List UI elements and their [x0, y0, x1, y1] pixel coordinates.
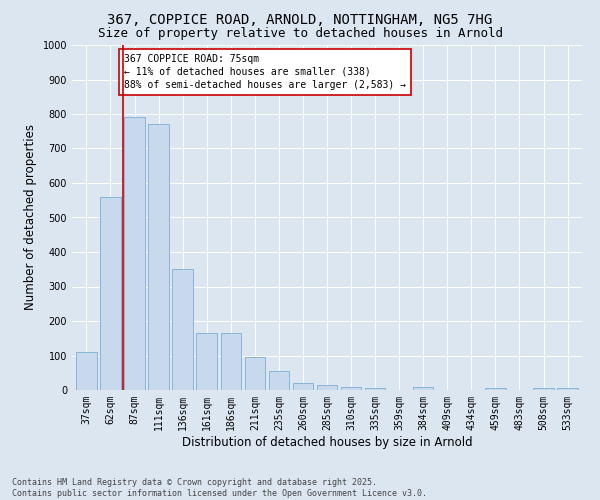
- Bar: [124, 118, 145, 390]
- X-axis label: Distribution of detached houses by size in Arnold: Distribution of detached houses by size …: [182, 436, 472, 448]
- Bar: [172, 269, 193, 390]
- Bar: [100, 197, 121, 390]
- Bar: [557, 388, 578, 390]
- Text: 367, COPPICE ROAD, ARNOLD, NOTTINGHAM, NG5 7HG: 367, COPPICE ROAD, ARNOLD, NOTTINGHAM, N…: [107, 12, 493, 26]
- Bar: [76, 352, 97, 390]
- Text: Contains HM Land Registry data © Crown copyright and database right 2025.
Contai: Contains HM Land Registry data © Crown c…: [12, 478, 427, 498]
- Bar: [413, 387, 433, 390]
- Bar: [485, 388, 506, 390]
- Bar: [533, 388, 554, 390]
- Bar: [341, 386, 361, 390]
- Text: 367 COPPICE ROAD: 75sqm
← 11% of detached houses are smaller (338)
88% of semi-d: 367 COPPICE ROAD: 75sqm ← 11% of detache…: [124, 54, 406, 90]
- Bar: [269, 371, 289, 390]
- Text: Size of property relative to detached houses in Arnold: Size of property relative to detached ho…: [97, 28, 503, 40]
- Bar: [148, 124, 169, 390]
- Y-axis label: Number of detached properties: Number of detached properties: [24, 124, 37, 310]
- Bar: [221, 333, 241, 390]
- Bar: [317, 385, 337, 390]
- Bar: [245, 357, 265, 390]
- Bar: [293, 383, 313, 390]
- Bar: [196, 333, 217, 390]
- Bar: [365, 388, 385, 390]
